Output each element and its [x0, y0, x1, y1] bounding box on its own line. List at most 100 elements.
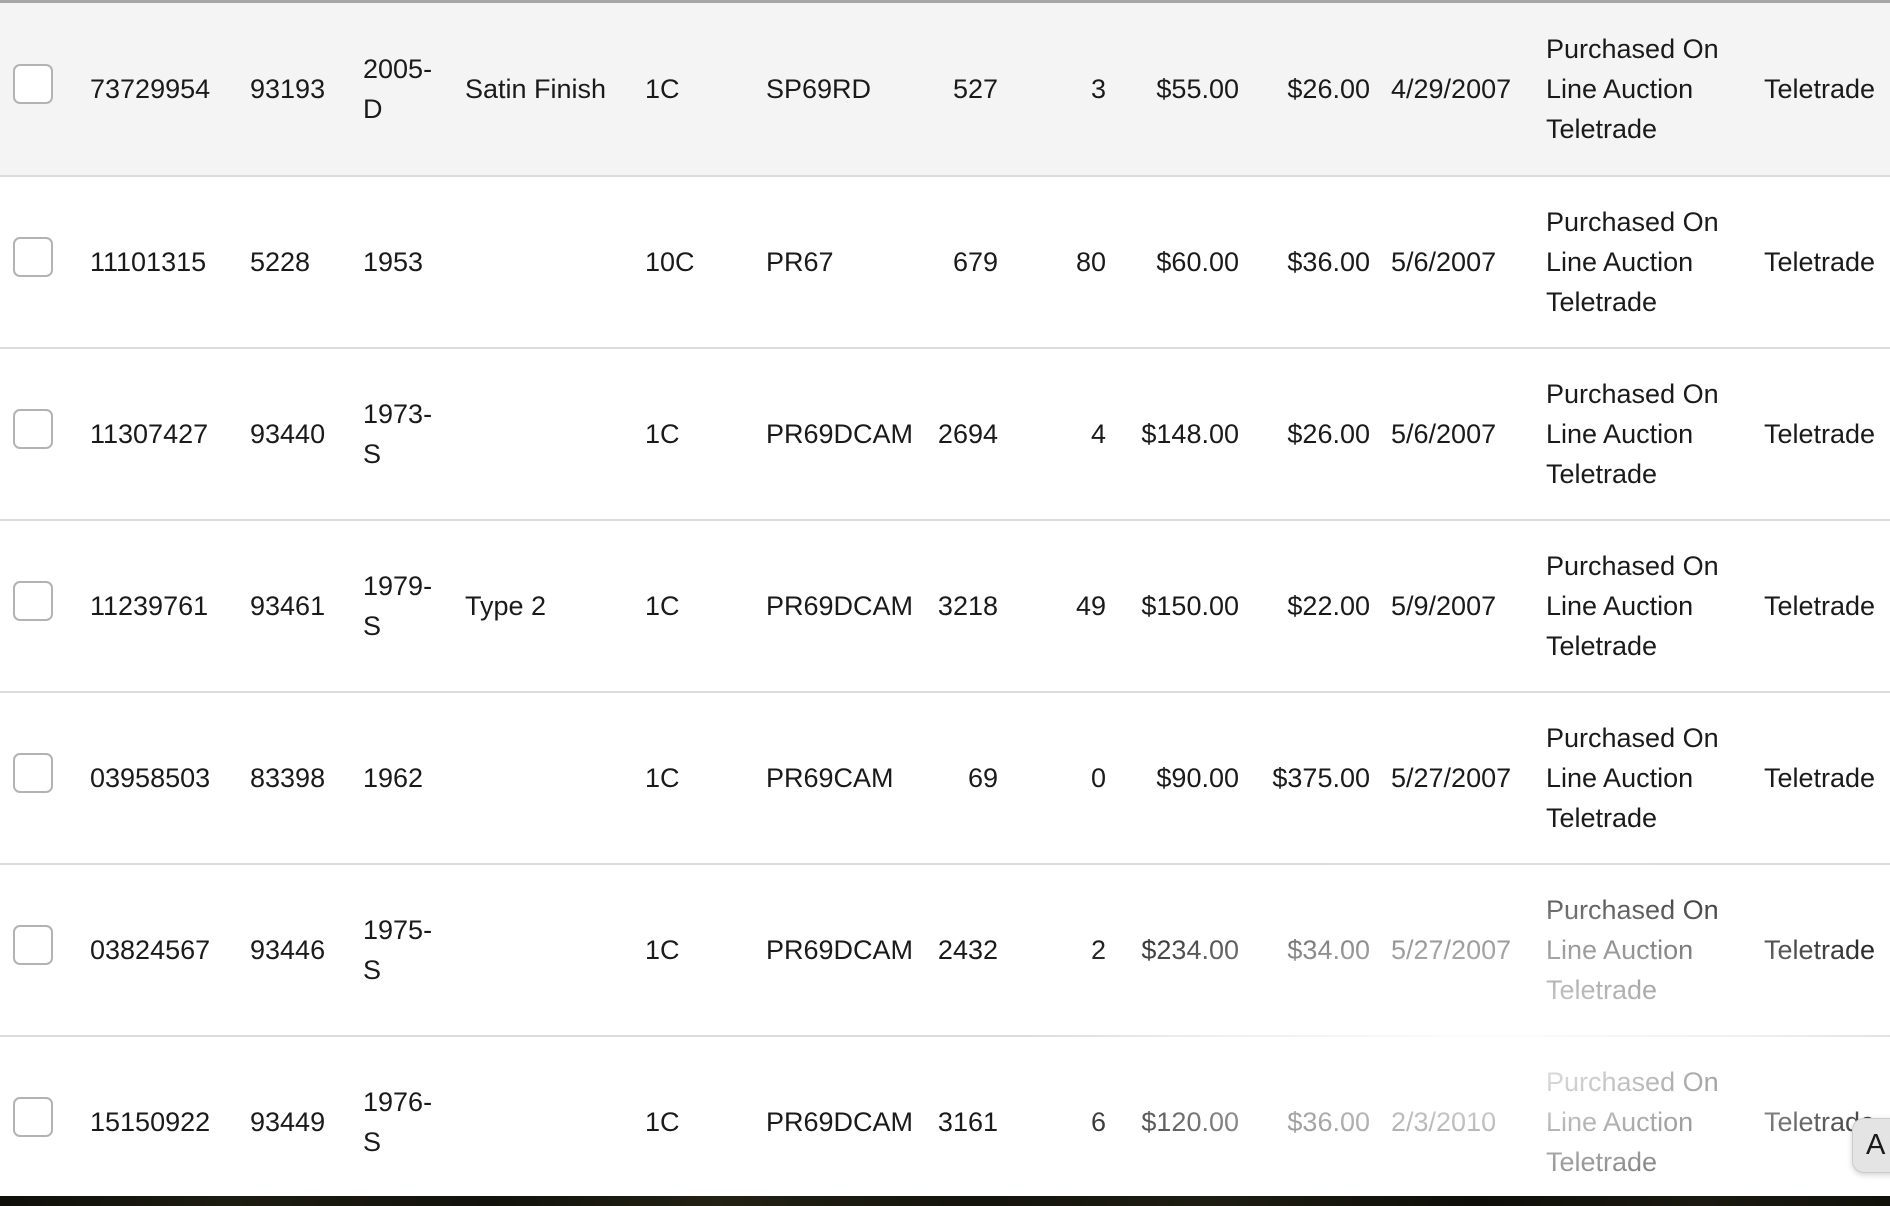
cell-amount-paid: $22.00 [1287, 591, 1370, 621]
cell-price-guide-value: $120.00 [1141, 1107, 1239, 1137]
cell-pop-higher: 4 [1090, 419, 1106, 449]
cell-notes: Purchased On Line Auction Teletrade [1546, 723, 1719, 833]
cell-population: 3218 [937, 591, 998, 621]
row-checkbox-cell [0, 924, 90, 976]
cell-population: 2694 [937, 419, 998, 449]
table-row: 03958503 83398 1962 1C PR69CAM 69 0 $90.00 $375.… [0, 691, 1890, 863]
cell-date-year: 2005-D [363, 54, 433, 124]
row-checkbox-cell [0, 408, 90, 460]
cell-date-year: 1975-S [363, 915, 433, 985]
cell-cert-number: 15150922 [90, 1107, 211, 1137]
cell-notes: Purchased On Line Auction Teletrade [1546, 207, 1719, 317]
cell-grade: PR69DCAM [766, 935, 914, 965]
cell-date-year: 1979-S [363, 571, 433, 641]
cell-denomination: 1C [645, 419, 680, 449]
cell-price-guide-value: $234.00 [1141, 935, 1239, 965]
row-checkbox[interactable] [13, 924, 53, 965]
cell-amount-paid: $36.00 [1287, 247, 1370, 277]
cell-variety: Type 2 [465, 591, 547, 621]
cell-pop-higher: 0 [1090, 763, 1106, 793]
cell-notes: Purchased On Line Auction Teletrade [1546, 379, 1719, 489]
cell-source: Teletrade [1764, 247, 1876, 277]
row-checkbox[interactable] [13, 580, 53, 621]
cell-denomination: 1C [645, 1107, 680, 1137]
cell-cert-number: 03824567 [90, 935, 211, 965]
cell-amount-paid: $26.00 [1287, 419, 1370, 449]
cell-date-year: 1973-S [363, 399, 433, 469]
cell-population: 679 [952, 247, 998, 277]
cell-denomination: 1C [645, 74, 680, 104]
table-row: 11307427 93440 1973-S 1C PR69DCAM 2694 4 $148.0… [0, 347, 1890, 519]
cell-price-guide-value: $148.00 [1141, 419, 1239, 449]
cell-cert-number: 73729954 [90, 74, 211, 104]
cell-pop-higher: 80 [1075, 247, 1106, 277]
cell-date-year: 1976-S [363, 1087, 433, 1157]
floating-accessibility-button-label: A [1866, 1129, 1886, 1161]
cell-population: 527 [952, 74, 998, 104]
cell-cert-number: 11101315 [90, 247, 207, 277]
row-checkbox[interactable] [13, 1096, 53, 1137]
cell-denomination: 1C [645, 935, 680, 965]
cell-source: Teletrade [1764, 419, 1876, 449]
cell-coin-number: 83398 [250, 763, 326, 793]
cell-pop-higher: 6 [1090, 1107, 1106, 1137]
row-checkbox[interactable] [13, 752, 53, 793]
cell-purchase-date: 5/6/2007 [1391, 419, 1497, 449]
cell-price-guide-value: $90.00 [1156, 763, 1239, 793]
cell-cert-number: 03958503 [90, 763, 211, 793]
cell-purchase-date: 5/27/2007 [1391, 763, 1512, 793]
table-row: 11239761 93461 1979-S Type 2 1C PR69DCAM 3218 4… [0, 519, 1890, 691]
cell-price-guide-value: $150.00 [1141, 591, 1239, 621]
cell-notes: Purchased On Line Auction Teletrade [1546, 1067, 1719, 1177]
cell-notes: Purchased On Line Auction Teletrade [1546, 895, 1719, 1005]
cell-variety: Satin Finish [465, 74, 607, 104]
cell-amount-paid: $26.00 [1287, 74, 1370, 104]
cell-coin-number: 5228 [250, 247, 311, 277]
cell-notes: Purchased On Line Auction Teletrade [1546, 34, 1719, 144]
cell-price-guide-value: $55.00 [1156, 74, 1239, 104]
cell-date-year: 1962 [363, 763, 424, 793]
cell-purchase-date: 5/9/2007 [1391, 591, 1497, 621]
cell-pop-higher: 2 [1090, 935, 1106, 965]
cell-source: Teletrade [1764, 935, 1876, 965]
cell-price-guide-value: $60.00 [1156, 247, 1239, 277]
cell-denomination: 1C [645, 591, 680, 621]
cell-grade: PR69DCAM [766, 419, 914, 449]
cell-denomination: 1C [645, 763, 680, 793]
cell-purchase-date: 2/3/2010 [1391, 1107, 1497, 1137]
cell-population: 3161 [937, 1107, 998, 1137]
cell-source: Teletrade [1764, 591, 1876, 621]
cell-coin-number: 93440 [250, 419, 326, 449]
cell-coin-number: 93449 [250, 1107, 326, 1137]
cell-coin-number: 93446 [250, 935, 326, 965]
floating-accessibility-button[interactable]: A [1852, 1118, 1890, 1173]
cell-cert-number: 11239761 [90, 591, 209, 621]
row-checkbox[interactable] [13, 236, 53, 277]
cell-pop-higher: 49 [1075, 591, 1106, 621]
row-checkbox[interactable] [13, 63, 53, 104]
cell-population: 2432 [937, 935, 998, 965]
table-row: 15150922 93449 1976-S 1C PR69DCAM 3161 6 $120.0… [0, 1035, 1890, 1206]
cell-amount-paid: $34.00 [1287, 935, 1370, 965]
bottom-image-strip [0, 1196, 1890, 1206]
table-row: 73729954 93193 2005-D Satin Finish 1C SP69RD 5… [0, 3, 1890, 175]
cell-cert-number: 11307427 [90, 419, 209, 449]
cell-grade: PR69CAM [766, 763, 894, 793]
row-checkbox-cell [0, 63, 90, 115]
cell-purchase-date: 5/27/2007 [1391, 935, 1512, 965]
cell-grade: PR69DCAM [766, 1107, 914, 1137]
cell-purchase-date: 5/6/2007 [1391, 247, 1497, 277]
row-checkbox-cell [0, 580, 90, 632]
row-checkbox[interactable] [13, 408, 53, 449]
cell-coin-number: 93461 [250, 591, 326, 621]
row-checkbox-cell [0, 1096, 90, 1148]
row-checkbox-cell [0, 752, 90, 804]
cell-date-year: 1953 [363, 247, 424, 277]
table-row: 11101315 5228 1953 10C PR67 679 80 $60.00 $36.00… [0, 175, 1890, 347]
cell-amount-paid: $36.00 [1287, 1107, 1370, 1137]
cell-grade: PR69DCAM [766, 591, 914, 621]
cell-grade: PR67 [766, 247, 834, 277]
cell-source: Teletrade [1764, 74, 1876, 104]
